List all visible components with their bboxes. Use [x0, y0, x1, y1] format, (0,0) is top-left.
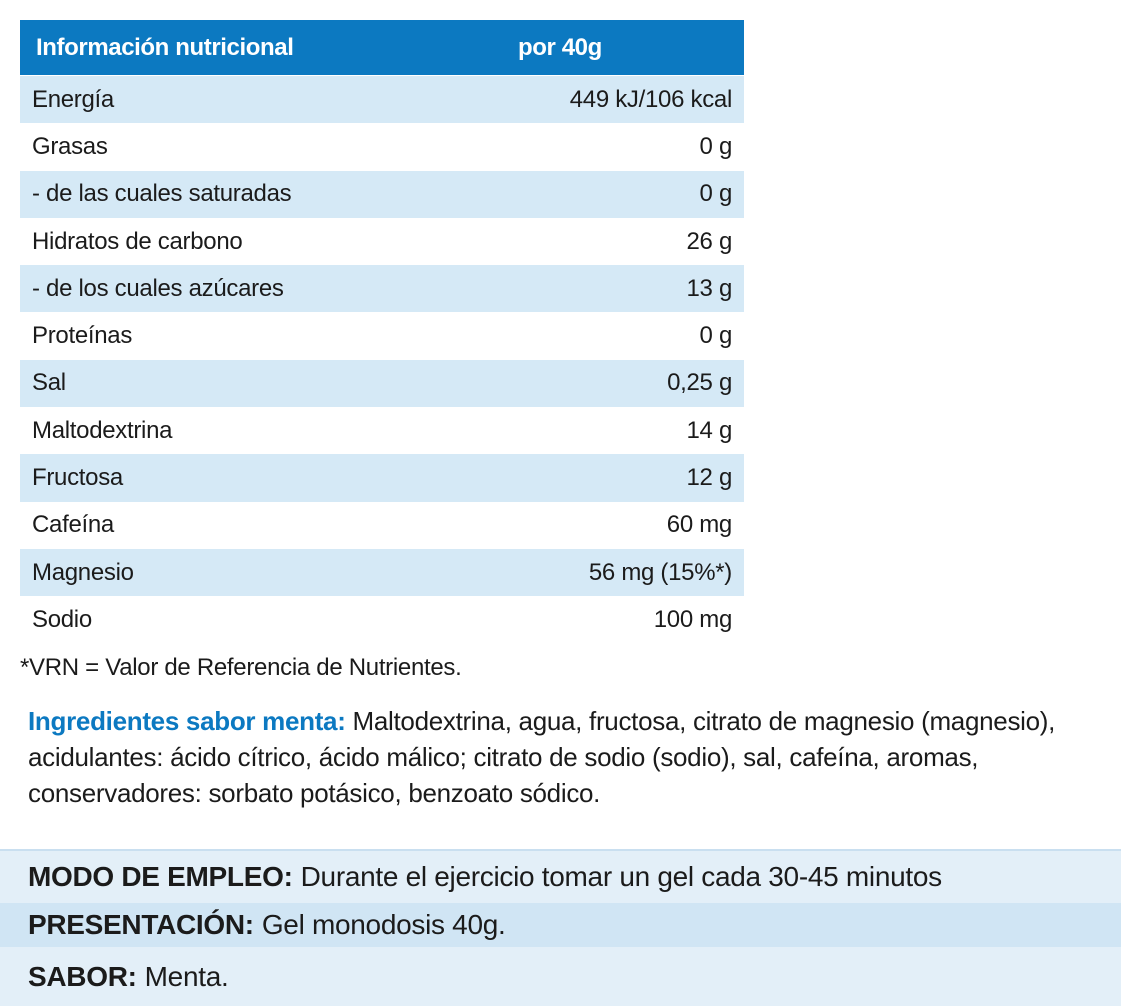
usage-label: MODO DE EMPLEO: [28, 861, 293, 892]
nutrient-name: Sodio [32, 605, 92, 633]
nutrition-row-carbohydrates: Hidratos de carbono 26 g [20, 217, 744, 266]
nutrition-row-maltodextrin: Maltodextrina 14 g [20, 407, 744, 455]
usage-strip: MODO DE EMPLEO: Durante el ejercicio tom… [0, 849, 1121, 903]
nutrient-name: Fructosa [32, 464, 123, 492]
nutrient-value: 0 g [699, 180, 733, 208]
nutrient-value: 13 g [686, 274, 732, 302]
nutrient-value: 0,25 g [667, 369, 732, 397]
nutrient-name: - de las cuales saturadas [32, 180, 292, 208]
nutrient-name: Magnesio [32, 558, 134, 586]
nutrition-table-header: Información nutricional por 40g [20, 20, 744, 76]
nutrition-row-sugars: - de los cuales azúcares 13 g [20, 265, 744, 313]
nutrient-name: Hidratos de carbono [32, 227, 243, 255]
nutrient-value: 0 g [699, 132, 733, 160]
nutrient-value: 56 mg (15%*) [588, 558, 732, 586]
flavor-text: Menta. [144, 960, 229, 992]
usage-text: Durante el ejercicio tomar un gel cada 3… [300, 861, 943, 892]
nutrition-header-label: Información nutricional [36, 33, 294, 61]
nutrition-row-magnesium: Magnesio 56 mg (15%*) [20, 548, 744, 597]
nutrient-value: 100 mg [653, 605, 733, 633]
presentation-strip: PRESENTACIÓN: Gel monodosis 40g. [0, 903, 1121, 947]
presentation-label: PRESENTACIÓN: [28, 909, 254, 940]
nutrient-value: 60 mg [666, 511, 733, 539]
nutrient-name: Cafeína [32, 511, 114, 539]
nutrient-name: Grasas [32, 132, 108, 160]
nutrient-name: Maltodextrina [32, 416, 173, 444]
flavor-strip: SABOR: Menta. [0, 947, 1121, 1006]
nutrition-rows: Energía 449 kJ/106 kcal Grasas 0 g - de … [20, 76, 744, 644]
flavor-label: SABOR: [28, 960, 137, 992]
nutrient-value: 449 kJ/106 kcal [569, 85, 733, 113]
nutrient-name: Proteínas [32, 322, 133, 350]
nutrition-row-fats: Grasas 0 g [20, 123, 744, 171]
nutrient-value: 14 g [686, 416, 732, 444]
ingredients-paragraph: Ingredientes sabor menta: Maltodextrina,… [28, 703, 1120, 811]
nutrition-row-sodium: Sodio 100 mg [20, 596, 744, 644]
nutrition-table: Información nutricional por 40g Energía … [20, 20, 744, 644]
ingredients-label: Ingredientes sabor menta: [28, 706, 346, 736]
nutrient-name: Sal [32, 369, 66, 397]
vrn-footnote: *VRN = Valor de Referencia de Nutrientes… [20, 654, 462, 681]
nutrient-value: 26 g [686, 227, 732, 255]
nutrition-row-salt: Sal 0,25 g [20, 359, 744, 408]
nutrition-row-caffeine: Cafeína 60 mg [20, 501, 744, 549]
nutrition-row-energy: Energía 449 kJ/106 kcal [20, 76, 744, 124]
nutrition-row-proteins: Proteínas 0 g [20, 312, 744, 360]
nutrient-value: 12 g [686, 464, 732, 492]
ingredients-text: Maltodextrina, agua, fructosa, citrato d… [28, 706, 1056, 808]
nutrient-name: - de los cuales azúcares [32, 274, 284, 302]
nutrition-header-serving: por 40g [518, 33, 602, 61]
nutrition-row-fructose: Fructosa 12 g [20, 454, 744, 502]
nutrient-value: 0 g [699, 322, 733, 350]
presentation-text: Gel monodosis 40g. [261, 909, 506, 940]
nutrient-name: Energía [32, 85, 114, 113]
nutrition-row-saturated: - de las cuales saturadas 0 g [20, 170, 744, 218]
